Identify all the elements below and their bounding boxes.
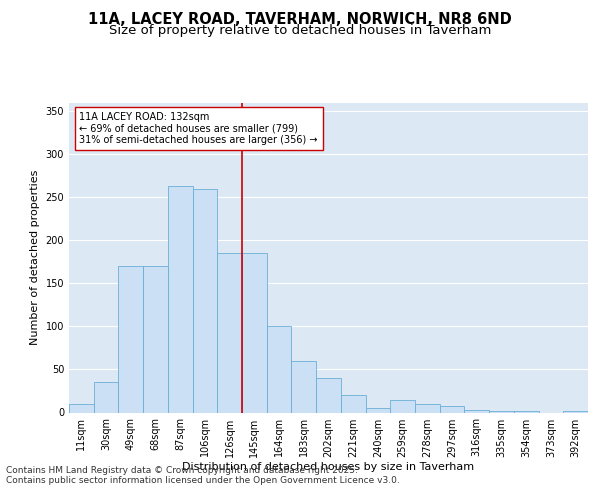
Bar [390,400,415,412]
Bar [316,378,341,412]
Bar [69,404,94,412]
Bar [440,406,464,412]
Text: Contains HM Land Registry data © Crown copyright and database right 2025.
Contai: Contains HM Land Registry data © Crown c… [6,466,400,485]
Y-axis label: Number of detached properties: Number of detached properties [30,170,40,345]
Bar [514,411,539,412]
Bar [341,396,365,412]
Bar [217,253,242,412]
Bar [94,382,118,412]
Bar [563,411,588,412]
Bar [365,408,390,412]
Bar [143,266,168,412]
Text: Size of property relative to detached houses in Taverham: Size of property relative to detached ho… [109,24,491,37]
Bar [292,361,316,412]
Bar [242,253,267,412]
Text: 11A, LACEY ROAD, TAVERHAM, NORWICH, NR8 6ND: 11A, LACEY ROAD, TAVERHAM, NORWICH, NR8 … [88,12,512,28]
Bar [415,404,440,412]
X-axis label: Distribution of detached houses by size in Taverham: Distribution of detached houses by size … [182,462,475,472]
Bar [267,326,292,412]
Bar [193,188,217,412]
Text: 11A LACEY ROAD: 132sqm
← 69% of detached houses are smaller (799)
31% of semi-de: 11A LACEY ROAD: 132sqm ← 69% of detached… [79,112,318,145]
Bar [464,410,489,412]
Bar [118,266,143,412]
Bar [168,186,193,412]
Bar [489,411,514,412]
